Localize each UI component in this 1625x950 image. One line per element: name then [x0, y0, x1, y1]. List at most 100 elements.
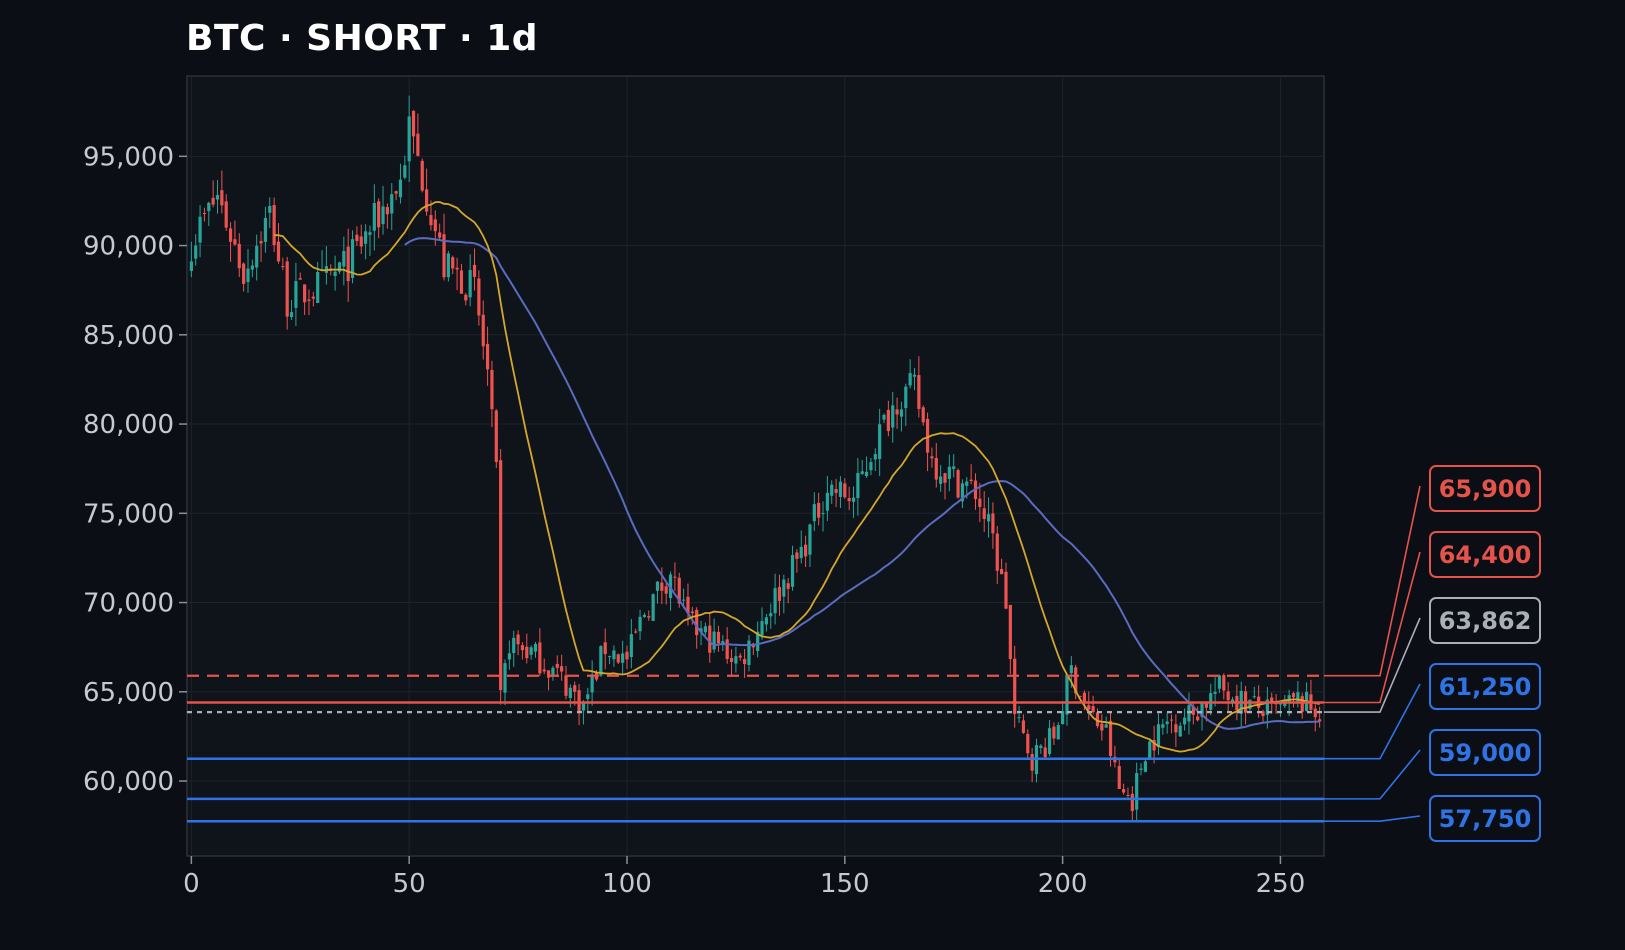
candle-body: [237, 243, 241, 269]
candle-body: [647, 616, 651, 618]
level-tag-label: 63,862: [1439, 607, 1532, 635]
candle-body: [276, 241, 281, 262]
candle-body: [799, 546, 803, 559]
candle-body: [233, 239, 237, 245]
candle-body: [1008, 604, 1012, 660]
level-connector: [1324, 551, 1421, 704]
candle-body: [1182, 717, 1187, 725]
candle-body: [599, 646, 603, 676]
level-tag: [1429, 795, 1541, 842]
candle-body: [1004, 571, 1008, 609]
candle-body: [1217, 675, 1222, 689]
level-tag-label: 65,900: [1439, 475, 1532, 503]
candle-body: [1026, 733, 1030, 754]
x-tick-label: 50: [393, 869, 426, 899]
level-connector: [1324, 485, 1421, 677]
candle-body: [1252, 696, 1256, 698]
candle-body: [912, 374, 917, 377]
candle-body: [494, 410, 498, 462]
candle-body: [1213, 691, 1217, 694]
candle-body: [851, 497, 856, 502]
candle-body: [847, 498, 851, 502]
candle-body: [516, 634, 520, 645]
candle-body: [930, 456, 934, 459]
candle-body: [947, 466, 951, 479]
y-tick-label: 60,000: [83, 767, 174, 797]
candle-body: [603, 642, 607, 655]
candle-body: [455, 267, 459, 270]
candle-body: [1130, 793, 1134, 811]
candle-body: [660, 582, 664, 591]
level-tag-label: 59,000: [1439, 739, 1532, 767]
candle-body: [760, 621, 764, 636]
x-axis: 0 50 100 150 200 250: [183, 856, 1305, 899]
candle-body: [394, 191, 398, 194]
candle-body: [307, 299, 311, 301]
candle-body: [1318, 719, 1322, 722]
candle-body: [1100, 723, 1104, 731]
candle-body: [1191, 706, 1195, 715]
candle-body: [1156, 724, 1161, 747]
candle-body: [381, 206, 385, 225]
candle-body: [1017, 717, 1021, 719]
candle-body: [398, 179, 403, 198]
candle-body: [464, 294, 468, 301]
candle-body: [830, 484, 834, 496]
candle-body: [189, 261, 193, 271]
candle-body: [385, 207, 389, 215]
candle-body: [895, 409, 899, 415]
candle-body: [590, 674, 594, 693]
candle-body: [925, 418, 930, 453]
candle-body: [485, 343, 490, 370]
level-tag-label: 64,400: [1439, 541, 1532, 569]
candle-body: [1248, 699, 1252, 709]
candle-body: [512, 637, 516, 653]
candle-body: [242, 263, 246, 284]
candle-body: [1291, 693, 1296, 698]
candle-body: [860, 471, 864, 474]
candle-body: [411, 110, 416, 137]
candle-body: [1108, 720, 1113, 757]
candle-body: [211, 197, 215, 205]
candle-body: [272, 204, 276, 245]
candle-body: [843, 483, 847, 498]
candle-body: [673, 576, 677, 578]
candle-body: [904, 386, 908, 409]
candle-body: [716, 631, 721, 644]
candle-body: [882, 414, 886, 420]
candle-body: [642, 614, 647, 617]
candle-body: [1278, 703, 1283, 705]
candle-body: [424, 189, 429, 212]
candle-body: [1178, 725, 1182, 737]
candle-body: [207, 202, 211, 212]
candle-body: [703, 626, 708, 633]
candle-body: [764, 617, 768, 625]
candle-body: [734, 656, 738, 664]
x-tick-label: 200: [1038, 869, 1088, 899]
candle-body: [1122, 789, 1126, 793]
candle-body: [255, 245, 259, 268]
candle-body: [246, 268, 250, 283]
candle-body: [891, 405, 895, 428]
candle-body: [1270, 697, 1274, 704]
candle-body: [468, 270, 472, 298]
candle-body: [686, 596, 690, 614]
candle-body: [756, 631, 760, 651]
candle-body: [943, 473, 947, 483]
candle-body: [542, 669, 546, 672]
level-tag: [1429, 597, 1541, 644]
candle-body: [568, 687, 572, 698]
candle-body: [263, 217, 268, 242]
candle-body: [668, 574, 673, 598]
candle-body: [1069, 665, 1073, 674]
candle-body: [1091, 706, 1095, 713]
candle-body: [259, 241, 263, 244]
candle-body: [429, 215, 433, 226]
x-tick-label: 150: [820, 869, 870, 899]
candle-body: [1021, 720, 1026, 733]
candle-body: [821, 513, 825, 515]
candle-body: [555, 663, 559, 668]
candle-body: [825, 492, 829, 511]
candle-body: [581, 701, 586, 711]
candle-body: [1030, 754, 1034, 771]
